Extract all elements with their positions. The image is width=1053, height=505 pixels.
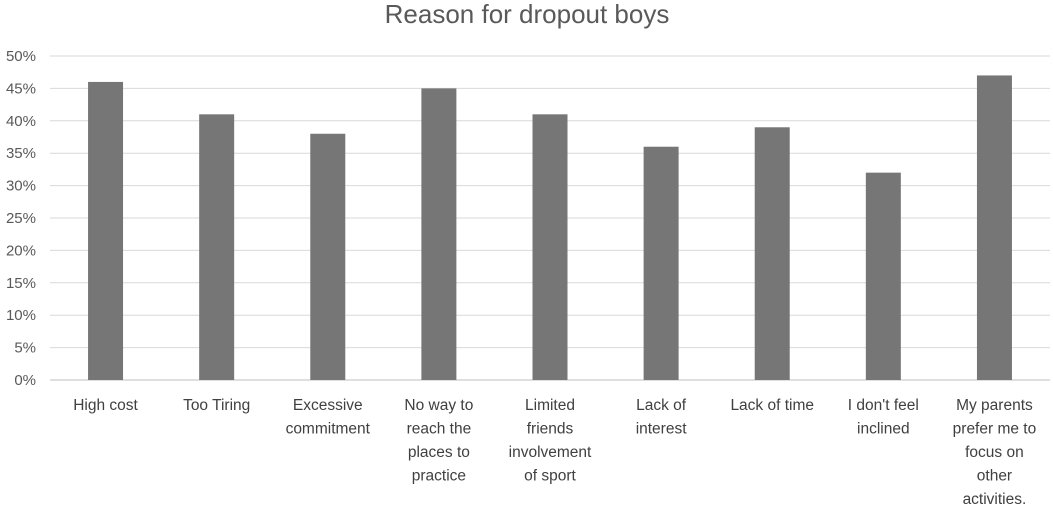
y-axis-tick-labels: 0% 5% 10% 15% 20% 25% 30% 35% 40% 45% 50% xyxy=(6,48,36,389)
y-tick-label: 30% xyxy=(6,178,36,195)
y-tick-label: 20% xyxy=(6,242,36,259)
chart-title: Reason for dropout boys xyxy=(385,0,670,29)
bar xyxy=(865,172,901,380)
y-tick-label: 50% xyxy=(6,48,36,65)
bar xyxy=(310,133,346,380)
y-tick-label: 5% xyxy=(14,340,36,357)
y-tick-label: 15% xyxy=(6,275,36,292)
x-category-label: Too Tiring xyxy=(183,397,250,414)
y-tick-label: 10% xyxy=(6,307,36,324)
bar xyxy=(976,75,1012,380)
x-category-label: No way to reach the places to practice xyxy=(404,397,473,485)
x-category-label: Lack of time xyxy=(730,397,814,414)
bar xyxy=(754,127,790,380)
x-category-label: High cost xyxy=(73,397,138,414)
y-tick-label: 35% xyxy=(6,145,36,162)
bars xyxy=(88,75,1012,381)
y-tick-label: 0% xyxy=(14,372,36,389)
bar xyxy=(643,146,679,380)
x-category-label: Excessive commitment xyxy=(286,397,371,438)
x-category-label: Limited friends involvement of sport xyxy=(509,397,592,485)
y-tick-label: 45% xyxy=(6,80,36,97)
x-axis-category-labels: High cost Too Tiring Excessive commitment No… xyxy=(73,397,1036,505)
y-tick-label: 40% xyxy=(6,113,36,130)
bar xyxy=(532,114,568,380)
x-category-label: My parents prefer me to focus on other activ… xyxy=(953,397,1037,505)
bar xyxy=(199,114,235,380)
x-category-label: I don't feel inclined xyxy=(848,397,919,438)
y-tick-label: 25% xyxy=(6,210,36,227)
bar xyxy=(421,88,457,381)
x-category-label: Lack of interest xyxy=(636,397,688,438)
bar xyxy=(88,81,124,381)
